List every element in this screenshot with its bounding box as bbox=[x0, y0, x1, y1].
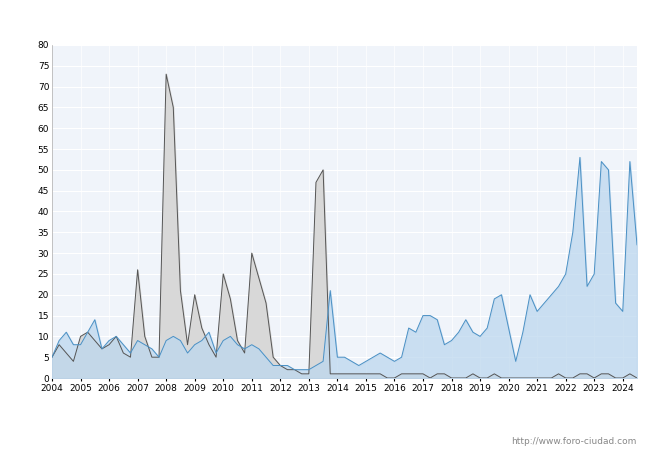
Text: Villanueva del Río Segura - Evolucion del Nº de Transacciones Inmobiliarias: Villanueva del Río Segura - Evolucion de… bbox=[89, 12, 561, 25]
Text: http://www.foro-ciudad.com: http://www.foro-ciudad.com bbox=[512, 436, 637, 446]
